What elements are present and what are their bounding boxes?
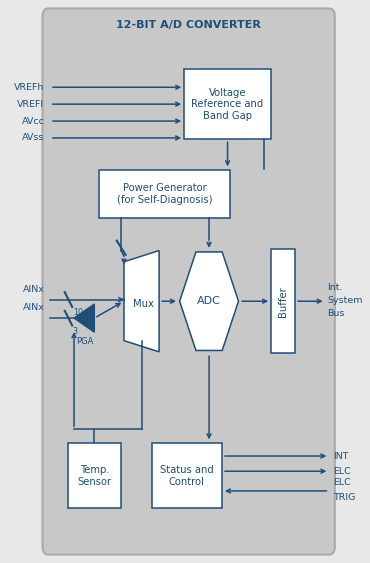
Text: Buffer: Buffer <box>278 286 288 316</box>
Text: PGA: PGA <box>76 337 93 346</box>
Text: VREFl: VREFl <box>17 100 44 109</box>
Text: 10: 10 <box>73 308 83 317</box>
Text: AINx: AINx <box>23 285 44 294</box>
FancyBboxPatch shape <box>43 8 335 555</box>
Text: AVss: AVss <box>22 133 44 142</box>
Text: Mux: Mux <box>133 299 154 309</box>
Text: Power Generator
(for Self-Diagnosis): Power Generator (for Self-Diagnosis) <box>117 184 212 205</box>
Text: AINx: AINx <box>23 303 44 312</box>
FancyBboxPatch shape <box>184 69 271 140</box>
Polygon shape <box>74 304 94 332</box>
Polygon shape <box>124 251 159 352</box>
Text: Voltage
Reference and
Band Gap: Voltage Reference and Band Gap <box>191 88 264 120</box>
Polygon shape <box>179 252 238 350</box>
FancyBboxPatch shape <box>99 170 230 218</box>
Text: Bus: Bus <box>327 309 345 318</box>
FancyBboxPatch shape <box>67 444 121 508</box>
Text: AVcc: AVcc <box>21 117 44 126</box>
Text: ADC: ADC <box>197 296 221 306</box>
Text: 3: 3 <box>73 327 78 336</box>
Text: Int.: Int. <box>327 283 343 292</box>
Text: TRIG: TRIG <box>333 493 355 502</box>
Text: System: System <box>327 296 363 305</box>
Text: Status and
Control: Status and Control <box>160 465 214 486</box>
Text: ELC: ELC <box>333 478 351 487</box>
Text: Temp.
Sensor: Temp. Sensor <box>77 465 111 486</box>
Text: ELC: ELC <box>333 467 351 476</box>
FancyBboxPatch shape <box>271 249 295 354</box>
Text: INT: INT <box>333 452 349 461</box>
FancyBboxPatch shape <box>152 444 222 508</box>
Text: VREFh: VREFh <box>14 83 44 92</box>
Text: 12-BIT A/D CONVERTER: 12-BIT A/D CONVERTER <box>116 20 261 30</box>
